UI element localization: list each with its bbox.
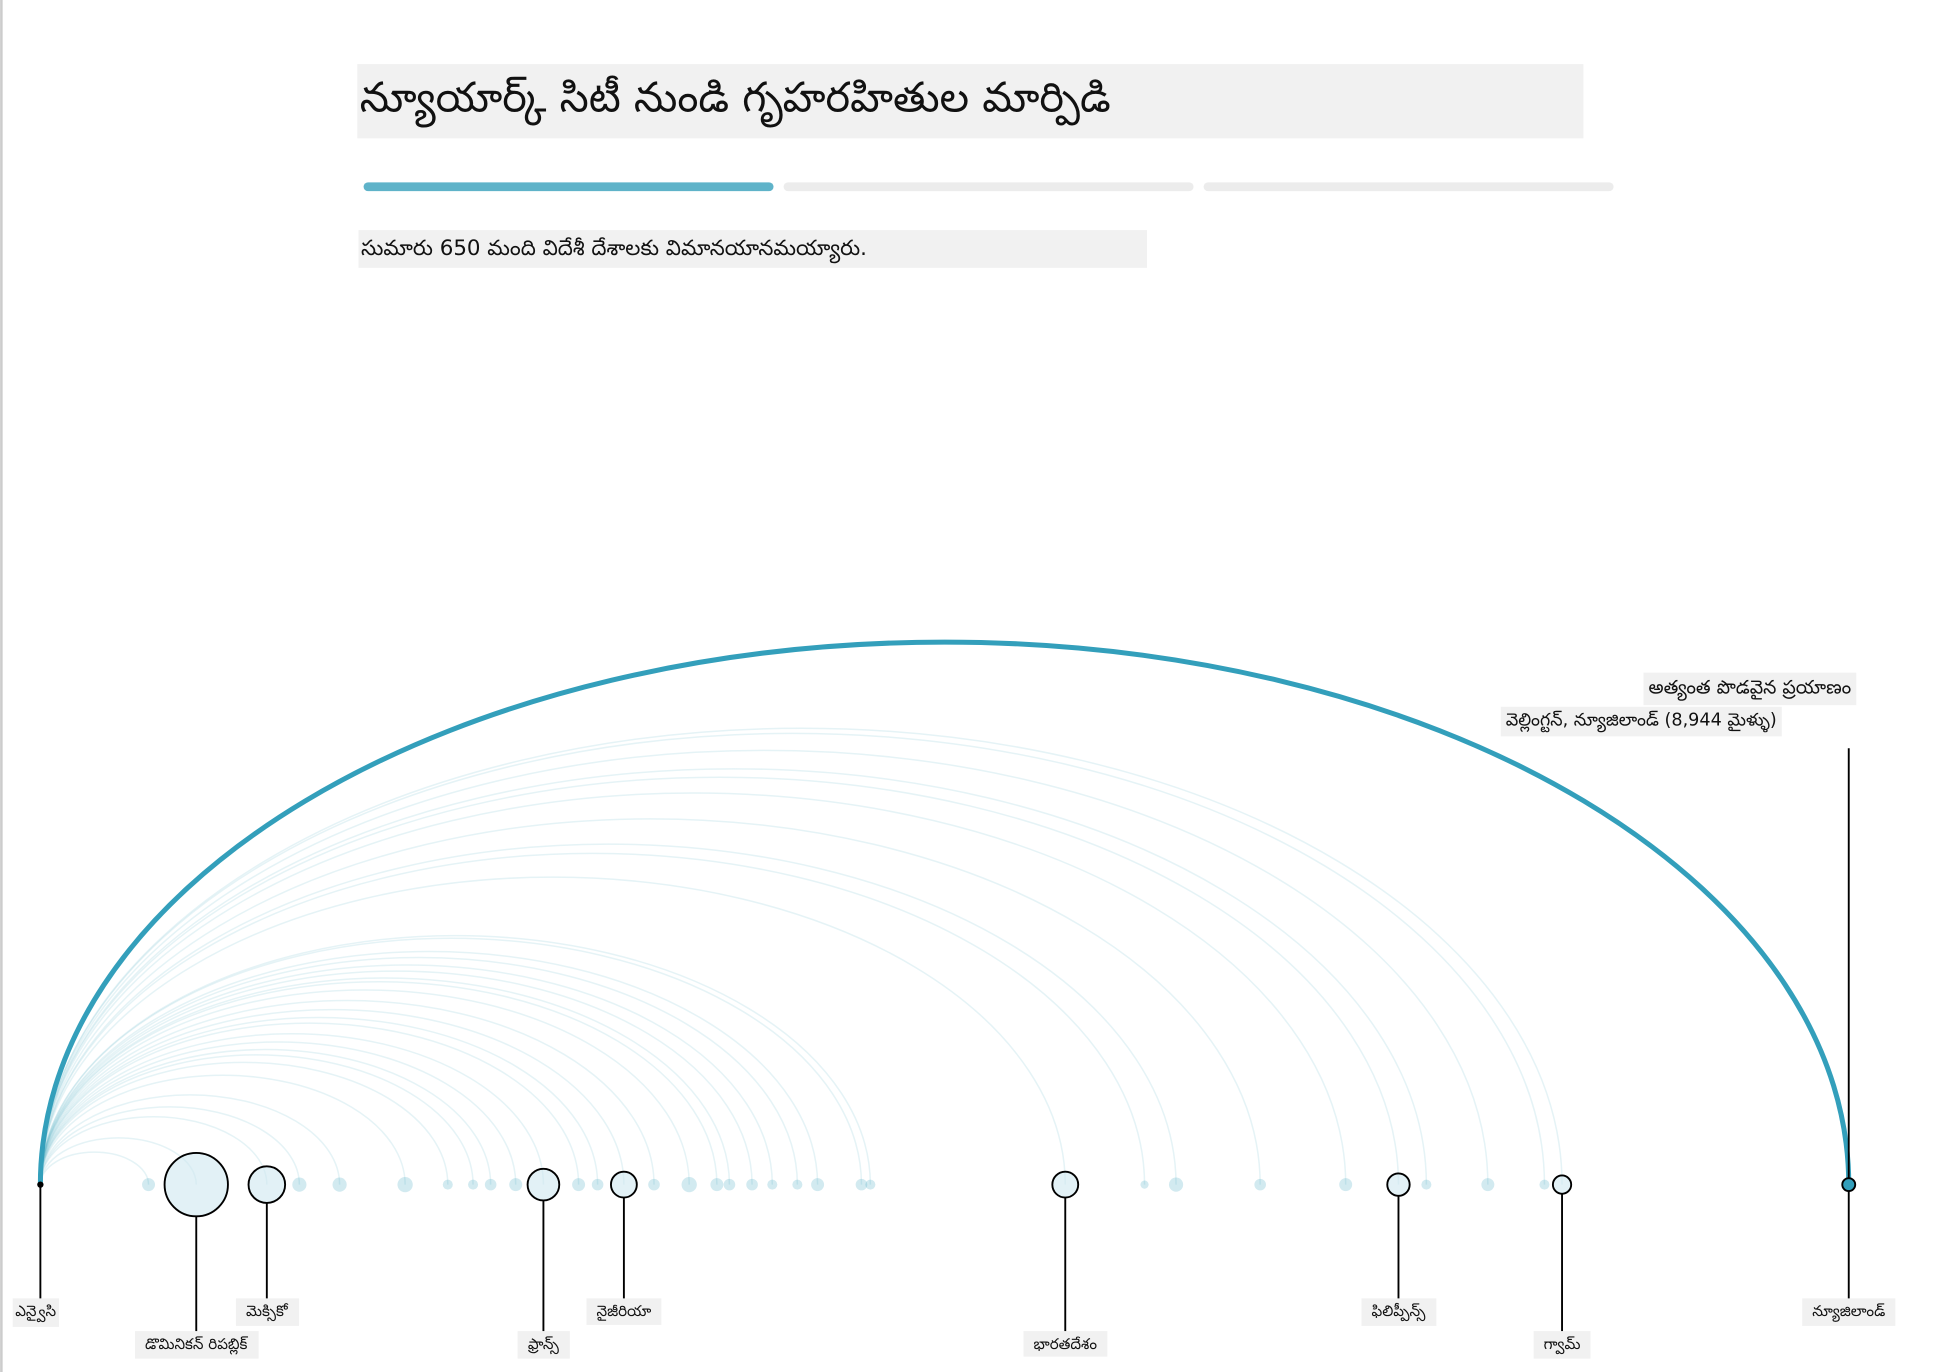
dots — [37, 1151, 1857, 1218]
label-box — [586, 1298, 662, 1325]
arc — [39, 989, 690, 1185]
dot — [442, 1179, 453, 1190]
arc — [39, 1041, 517, 1185]
highlight-arc — [37, 639, 1852, 1185]
labeled-dot — [1051, 1170, 1080, 1199]
labeled-dot — [526, 1167, 561, 1202]
dot — [792, 1179, 803, 1190]
labeled-dot — [1551, 1174, 1573, 1195]
destination-label: మెక్సికో — [246, 1302, 289, 1322]
labeled-dot — [1841, 1177, 1857, 1193]
labeled-dot — [610, 1170, 638, 1199]
chart-subtitle: సుమారు 650 మంది విదేశీ దేశాలకు విమానయానమ… — [361, 236, 867, 264]
dot — [572, 1178, 586, 1192]
arc — [39, 957, 799, 1185]
label-box — [235, 1298, 300, 1326]
dot — [509, 1178, 523, 1192]
arc — [39, 999, 655, 1185]
annotation-title: అత్యంత పొడవైన ప్రయాణం — [1648, 676, 1851, 701]
arc — [39, 1151, 150, 1185]
arc — [39, 1032, 545, 1185]
arc — [39, 1061, 449, 1185]
arc — [39, 937, 863, 1185]
progress-step — [363, 182, 774, 192]
title-box — [357, 64, 1584, 139]
labeled-dot — [1386, 1172, 1411, 1197]
arc — [39, 934, 872, 1185]
origin-label: ఎన్వైసి — [15, 1302, 56, 1323]
arc — [39, 964, 774, 1185]
dot — [484, 1178, 497, 1191]
destination-label: గ్వామ్ — [1544, 1335, 1581, 1355]
arc — [39, 1074, 406, 1185]
dot — [591, 1178, 604, 1191]
destination-label: భారతదేశం — [1034, 1335, 1098, 1353]
dot — [1539, 1179, 1550, 1190]
dot — [855, 1178, 868, 1191]
dot — [1140, 1180, 1149, 1189]
dot — [767, 1179, 778, 1190]
arcs — [39, 727, 1563, 1185]
dot — [142, 1178, 156, 1192]
arc — [39, 876, 1067, 1185]
label-box — [12, 1298, 59, 1327]
label-box — [135, 1331, 259, 1359]
arc — [39, 1106, 301, 1185]
progress-step — [1203, 182, 1614, 192]
label-box — [1533, 1331, 1591, 1359]
dot — [746, 1178, 758, 1191]
arc — [39, 1008, 625, 1185]
arc — [39, 749, 1489, 1185]
label-box — [1500, 706, 1782, 737]
subtitle-box — [358, 230, 1148, 268]
dot — [811, 1178, 825, 1192]
label-box — [1023, 1331, 1108, 1357]
dot — [710, 1178, 724, 1192]
arc — [39, 727, 1563, 1185]
arc — [39, 1049, 492, 1185]
dot — [1339, 1178, 1353, 1192]
labels: డొమినికన్ రిపబ్లిక్ మెక్సికో ఫ్రాన్స్ నైజీర… — [12, 1184, 1896, 1359]
arc — [39, 852, 1146, 1185]
arc — [39, 970, 753, 1185]
label-box — [1643, 672, 1857, 706]
arc — [39, 776, 1400, 1185]
dot — [1481, 1178, 1495, 1192]
dot — [681, 1176, 697, 1193]
dot — [332, 1177, 347, 1192]
progress-step — [783, 182, 1194, 192]
dot — [397, 1176, 413, 1193]
destination-label: న్యూజిలాండ్ — [1812, 1302, 1885, 1322]
arc — [39, 1094, 341, 1185]
dot — [865, 1179, 876, 1190]
arc — [39, 980, 718, 1185]
dot — [1254, 1178, 1266, 1191]
destination-label: ఫ్రాన్స్ — [528, 1335, 560, 1355]
arc — [39, 951, 819, 1185]
arc — [39, 843, 1177, 1185]
label-box — [1361, 1298, 1437, 1326]
dot — [648, 1178, 660, 1191]
label-box — [1802, 1298, 1896, 1326]
dot — [468, 1179, 479, 1190]
arc — [39, 977, 731, 1185]
chart-title: న్యూయార్క్ సిటీ నుండి గృహరహితుల మార్పిడి — [360, 73, 1111, 129]
dot — [723, 1178, 736, 1191]
destination-label: డొమినికన్ రిపబ్లిక్ — [145, 1335, 249, 1355]
dot — [1421, 1179, 1432, 1190]
labeled-dot — [247, 1165, 287, 1204]
arc — [39, 1022, 580, 1185]
dot — [1168, 1177, 1184, 1192]
dot — [292, 1177, 307, 1192]
label-box — [517, 1331, 570, 1359]
arc — [39, 1016, 599, 1185]
arc — [39, 1115, 268, 1185]
annotation-text: వెల్లింగ్టన్, న్యూజిలాండ్ (8,944 మైళ్ళు) — [1506, 711, 1777, 733]
arc — [39, 732, 1546, 1185]
labeled-dot — [163, 1151, 229, 1218]
destination-label: నైజీరియా — [596, 1302, 651, 1321]
arc — [39, 1054, 474, 1185]
destination-label: ఫిలిప్పీన్స్ — [1372, 1302, 1427, 1322]
